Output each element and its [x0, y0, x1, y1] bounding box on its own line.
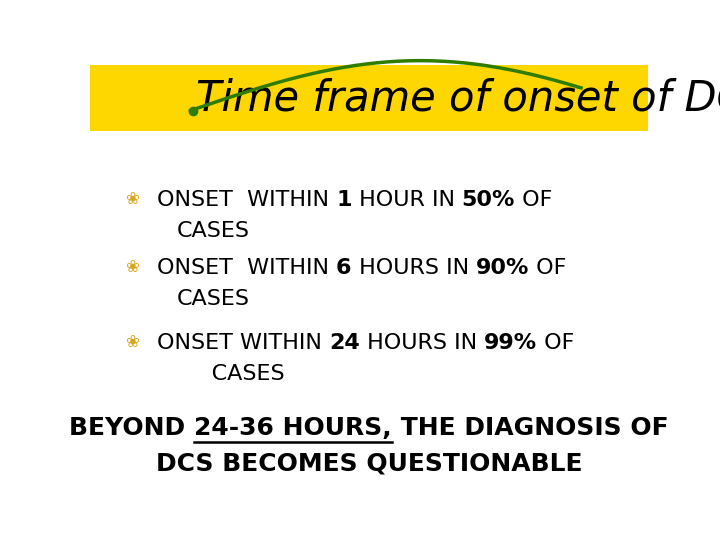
- Text: 50%: 50%: [462, 190, 515, 210]
- Text: 24: 24: [329, 333, 360, 353]
- Text: 1: 1: [336, 190, 351, 210]
- Text: 99%: 99%: [484, 333, 537, 353]
- Text: OF: OF: [529, 258, 567, 278]
- Text: ❀: ❀: [125, 333, 139, 351]
- Text: 90%: 90%: [476, 258, 529, 278]
- Text: THE DIAGNOSIS OF: THE DIAGNOSIS OF: [392, 416, 669, 440]
- FancyBboxPatch shape: [90, 65, 648, 131]
- Text: 6: 6: [336, 258, 351, 278]
- Text: CASES: CASES: [176, 289, 250, 309]
- Text: BEYOND: BEYOND: [69, 416, 194, 440]
- Text: ❀: ❀: [125, 190, 139, 207]
- Text: HOURS IN: HOURS IN: [351, 258, 476, 278]
- Text: CASES: CASES: [176, 364, 285, 384]
- Text: OF: OF: [515, 190, 552, 210]
- Text: OF: OF: [537, 333, 575, 353]
- Text: CASES: CASES: [176, 221, 250, 241]
- Text: ONSET  WITHIN: ONSET WITHIN: [157, 258, 336, 278]
- Text: DCS BECOMES QUESTIONABLE: DCS BECOMES QUESTIONABLE: [156, 451, 582, 476]
- Text: HOUR IN: HOUR IN: [351, 190, 462, 210]
- Text: ONSET WITHIN: ONSET WITHIN: [157, 333, 329, 353]
- Text: Time frame of onset of DCS: Time frame of onset of DCS: [196, 77, 720, 119]
- Text: ONSET  WITHIN: ONSET WITHIN: [157, 190, 336, 210]
- Text: ❀: ❀: [125, 258, 139, 276]
- Text: HOURS IN: HOURS IN: [360, 333, 484, 353]
- Text: 24-36 HOURS,: 24-36 HOURS,: [194, 416, 392, 440]
